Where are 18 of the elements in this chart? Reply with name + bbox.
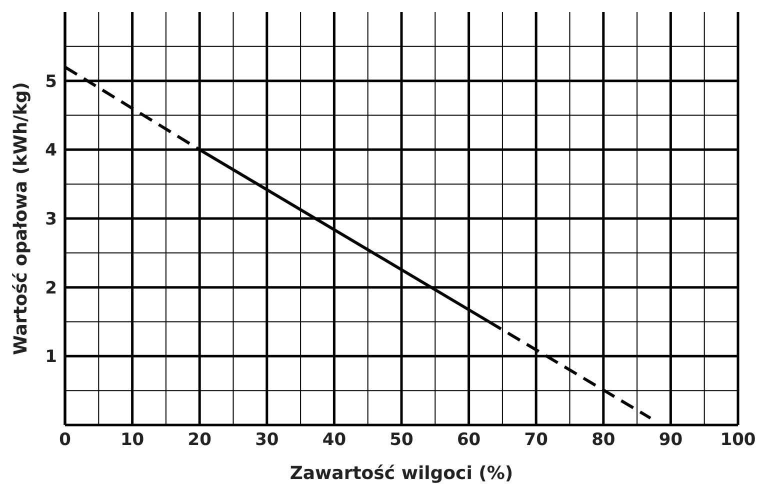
y-tick-label: 5 xyxy=(45,72,57,92)
y-axis-title: Wartość opałowa (kWh/kg) xyxy=(10,82,32,355)
x-tick-label: 10 xyxy=(120,430,144,450)
y-tick-label: 4 xyxy=(45,140,58,161)
x-tick-label: 60 xyxy=(456,430,481,450)
y-tick-label: 1 xyxy=(45,347,57,368)
y-tick-label: 2 xyxy=(45,278,57,298)
x-tick-label: 80 xyxy=(592,430,616,450)
x-tick-label: 40 xyxy=(322,430,346,450)
x-tick-label: 30 xyxy=(255,430,279,450)
x-tick-label: 70 xyxy=(524,430,548,450)
x-axis-title: Zawartość wilgoci (%) xyxy=(290,463,514,484)
x-tick-label: 90 xyxy=(658,430,683,450)
y-tick-label: 3 xyxy=(45,210,57,230)
x-tick-label: 100 xyxy=(720,430,756,450)
x-tick-label: 0 xyxy=(59,430,72,450)
x-tick-label: 20 xyxy=(188,430,212,450)
x-tick-label: 50 xyxy=(390,430,414,450)
